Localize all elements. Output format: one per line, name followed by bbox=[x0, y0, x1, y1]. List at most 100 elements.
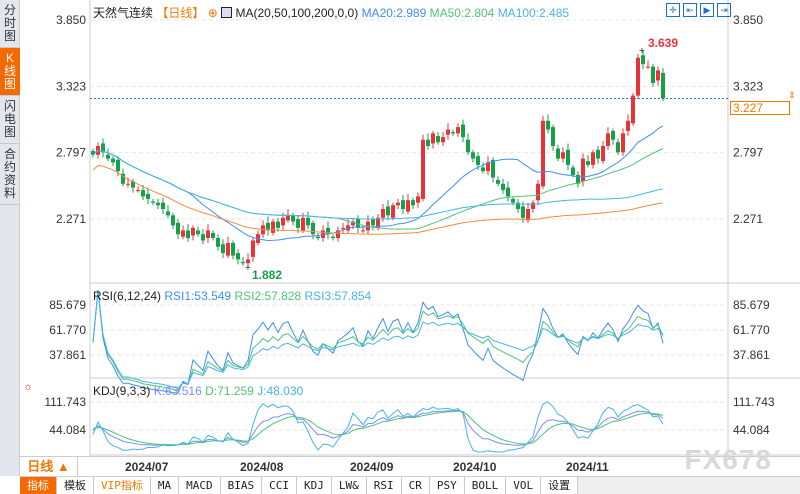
sidebar: 分时图 K线图 闪电图 合约资料 bbox=[0, 0, 20, 476]
candle-body bbox=[161, 202, 165, 209]
sidebar-tab-contract-info[interactable]: 合约资料 bbox=[0, 144, 20, 205]
candle-body bbox=[446, 129, 450, 135]
y-tick-left: 2.797 bbox=[56, 146, 86, 160]
candle-body bbox=[411, 200, 415, 206]
rsi-title[interactable]: RSI(6,12,24) bbox=[93, 289, 162, 303]
candle-body bbox=[431, 133, 435, 144]
ma200-line bbox=[92, 165, 664, 235]
ma100-line bbox=[92, 149, 664, 220]
tab-vol[interactable]: VOL bbox=[506, 477, 542, 494]
candle-body bbox=[121, 173, 125, 184]
sidebar-tab-kline[interactable]: K线图 bbox=[0, 48, 20, 96]
candle-body bbox=[506, 187, 510, 197]
high-marker: + bbox=[639, 46, 645, 57]
tab-vip-indicator[interactable]: VIP指标 bbox=[94, 477, 151, 494]
plus-circle-icon[interactable]: ⊕ bbox=[207, 6, 218, 20]
indicator-tabs: 指标 模板 VIP指标 MA MACD BIAS CCI KDJ LW& RSI… bbox=[20, 476, 800, 494]
tab-cci[interactable]: CCI bbox=[262, 477, 297, 494]
date-label: 2024/10 bbox=[453, 460, 497, 474]
ma-indicator-label[interactable]: MA(20,50,100,200,0,0) bbox=[235, 6, 359, 20]
zoom-in-icon[interactable]: ⇤ bbox=[683, 3, 697, 17]
candle-body bbox=[606, 133, 610, 146]
candle-body bbox=[371, 219, 375, 226]
low-price-label: 1.882 bbox=[252, 268, 282, 282]
y-tick-left: 3.323 bbox=[56, 79, 86, 93]
candle-body bbox=[386, 206, 390, 216]
candle-body bbox=[206, 230, 210, 238]
rsi2-line bbox=[92, 289, 664, 391]
candle-body bbox=[581, 158, 585, 182]
candle-body bbox=[381, 209, 385, 218]
tab-rsi[interactable]: RSI bbox=[366, 477, 402, 494]
settings-sun-icon[interactable]: ☼ bbox=[23, 381, 34, 393]
high-price-label: 3.639 bbox=[648, 36, 678, 50]
play-icon[interactable]: ▶ bbox=[700, 3, 714, 17]
candle-body bbox=[596, 149, 600, 159]
tab-template[interactable]: 模板 bbox=[57, 477, 94, 494]
candle-body bbox=[316, 236, 320, 238]
kline-chart[interactable]: 3.850 3.850 3.323 3.323 2.797 2.797 2.271 2.271… bbox=[0, 0, 800, 456]
rsi3-value: RSI3:57.854 bbox=[304, 289, 372, 303]
sidebar-tab-timeshare[interactable]: 分时图 bbox=[0, 0, 20, 48]
exit-icon[interactable]: ⇥ bbox=[717, 3, 731, 17]
candle-body bbox=[146, 193, 150, 199]
tab-lw[interactable]: LW& bbox=[331, 477, 367, 494]
candle-body bbox=[181, 230, 185, 237]
candle-body bbox=[301, 217, 305, 231]
candle-body bbox=[216, 237, 220, 247]
indicator-chart-icon[interactable] bbox=[221, 7, 233, 18]
tab-bias[interactable]: BIAS bbox=[220, 477, 263, 494]
y-tick-left: 3.850 bbox=[56, 13, 86, 27]
candle-body bbox=[336, 230, 340, 238]
candle-body bbox=[131, 181, 135, 188]
tab-indicator[interactable]: 指标 bbox=[20, 477, 57, 494]
candle-body bbox=[491, 159, 495, 178]
candle-body bbox=[601, 146, 605, 162]
candle-body bbox=[626, 120, 630, 131]
tab-settings[interactable]: 设置 bbox=[541, 477, 579, 494]
candle-body bbox=[271, 221, 275, 233]
candle-body bbox=[426, 139, 430, 146]
candle-body bbox=[236, 253, 240, 260]
watermark-logo: FX678 bbox=[684, 444, 772, 475]
tab-psy[interactable]: PSY bbox=[429, 477, 465, 494]
tab-ma[interactable]: MA bbox=[150, 477, 180, 494]
candle-body bbox=[176, 222, 180, 235]
candle-body bbox=[151, 201, 155, 203]
tab-macd[interactable]: MACD bbox=[179, 477, 221, 494]
crosshair-icon[interactable]: ✛ bbox=[666, 3, 680, 17]
kdj-j-value: J:48.030 bbox=[257, 384, 304, 398]
candle-body bbox=[136, 190, 140, 192]
candle-body bbox=[636, 57, 640, 96]
candle-body bbox=[191, 227, 195, 236]
kdj-tick-left: 111.743 bbox=[44, 395, 86, 409]
candle-body bbox=[416, 196, 420, 203]
period-selector[interactable]: 日线 ▲ bbox=[20, 457, 78, 477]
candle-body bbox=[401, 200, 405, 209]
candle-body bbox=[226, 243, 230, 256]
kdj-title[interactable]: KDJ(9,3,3) bbox=[93, 384, 151, 398]
candle-body bbox=[616, 142, 620, 153]
period-label: 【日线】 bbox=[156, 6, 205, 20]
candle-body bbox=[541, 120, 545, 187]
candle-body bbox=[396, 202, 400, 206]
kdj-tick-right: 44.084 bbox=[733, 423, 770, 437]
candle-body bbox=[166, 211, 170, 216]
ma100-value: MA100:2.485 bbox=[497, 6, 570, 20]
candle-body bbox=[201, 234, 205, 241]
tab-kdj[interactable]: KDJ bbox=[297, 477, 332, 494]
candle-body bbox=[521, 206, 525, 218]
candle-body bbox=[291, 215, 295, 222]
rsi-tick-left: 37.861 bbox=[49, 348, 86, 362]
candle-body bbox=[341, 227, 345, 229]
y-tick-right: 3.850 bbox=[733, 13, 763, 27]
tab-cr[interactable]: CR bbox=[401, 477, 430, 494]
candle-body bbox=[661, 72, 665, 99]
tab-boll[interactable]: BOLL bbox=[464, 477, 507, 494]
symbol-name: 天然气连续 bbox=[93, 6, 154, 20]
candle-body bbox=[211, 232, 215, 238]
candle-body bbox=[561, 152, 565, 159]
sidebar-tab-flash[interactable]: 闪电图 bbox=[0, 96, 20, 144]
candle-body bbox=[326, 227, 330, 235]
candle-body bbox=[421, 139, 425, 199]
